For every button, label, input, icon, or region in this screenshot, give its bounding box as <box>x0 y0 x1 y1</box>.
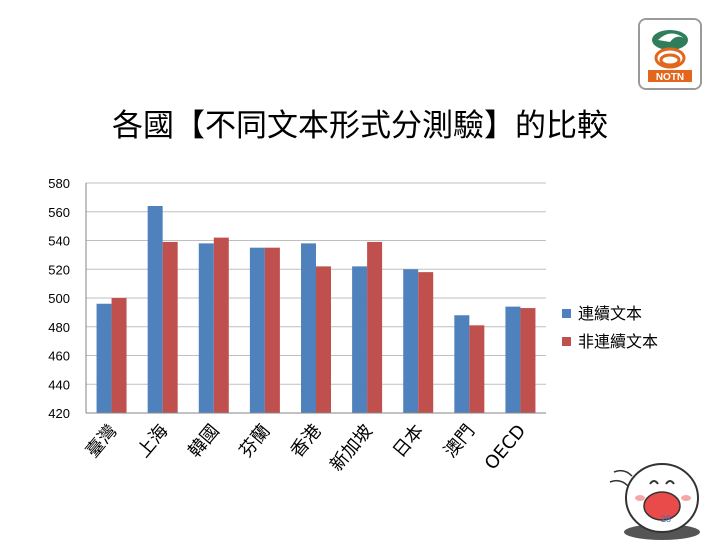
y-tick-label: 560 <box>48 205 70 220</box>
x-axis: 臺灣 上海 韓國 芬蘭 香港 新加坡 日本 澳門 OECD <box>82 412 546 476</box>
y-tick-label: 420 <box>48 406 70 421</box>
bar-series1 <box>249 247 265 413</box>
bar-series2 <box>367 241 383 413</box>
y-axis: 420 440 460 480 500 520 540 560 580 <box>48 176 87 421</box>
bar-series2 <box>213 237 229 413</box>
page-number: 28 <box>661 514 671 524</box>
x-category-label: OECD <box>481 421 531 474</box>
x-category-label: 新加坡 <box>326 421 377 476</box>
bar-series2 <box>264 247 280 413</box>
bar-series1 <box>301 243 316 413</box>
bar-series2 <box>520 308 536 413</box>
bar-series1 <box>352 266 368 413</box>
bar-series2 <box>162 241 178 413</box>
x-category-label: 澳門 <box>440 421 479 462</box>
y-tick-label: 480 <box>48 320 70 335</box>
bar-series1 <box>454 315 470 413</box>
y-tick-label: 500 <box>48 291 70 306</box>
y-tick-label: 520 <box>48 262 70 277</box>
x-category-label: 上海 <box>133 421 172 462</box>
bar-series2 <box>111 298 127 413</box>
bar-series1 <box>147 206 163 413</box>
logo-text: NOTN <box>656 72 684 83</box>
x-category-label: 芬蘭 <box>235 421 274 462</box>
legend-swatch <box>562 337 571 346</box>
bar-series2 <box>316 266 331 413</box>
bar-series1 <box>403 269 419 413</box>
y-tick-label: 460 <box>48 349 70 364</box>
x-category-label: 日本 <box>389 421 428 462</box>
ntnu-logo: NOTN <box>638 18 702 90</box>
bars <box>96 206 536 413</box>
legend-swatch <box>562 309 571 318</box>
x-category-label: 韓國 <box>184 421 223 462</box>
y-tick-label: 580 <box>48 176 70 191</box>
bar-series2 <box>418 272 434 413</box>
y-tick-label: 540 <box>48 234 70 249</box>
bar-series1 <box>96 303 112 413</box>
slide-title: 各國【不同文本形式分測驗】的比較 <box>112 108 608 144</box>
bar-series1 <box>198 243 214 413</box>
bar-series2 <box>469 325 485 413</box>
y-tick-label: 440 <box>48 377 70 392</box>
logo-emblem-icon: NOTN <box>640 20 700 88</box>
legend-label: 非連續文本 <box>578 332 658 351</box>
x-category-label: 臺灣 <box>82 421 121 462</box>
mascot-illustration: 28 <box>600 450 712 540</box>
x-category-label: 香港 <box>287 421 326 462</box>
legend-label: 連續文本 <box>578 304 642 323</box>
bar-series1 <box>505 306 521 413</box>
